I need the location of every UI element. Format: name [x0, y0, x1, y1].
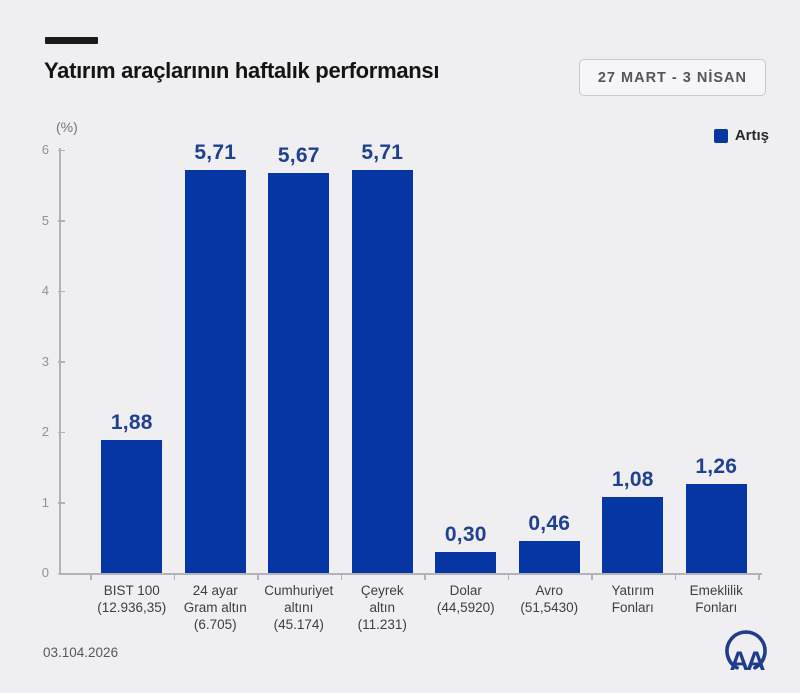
- y-tick-label-6: 6: [41, 142, 49, 157]
- bar-value-dolar: 0,30: [444, 522, 487, 546]
- bar-category-label-emeklilik-fonlari: Emeklilik Fonları: [689, 583, 743, 615]
- bar-value-gram-altin-24-ayar: 5,71: [194, 141, 237, 165]
- bar-value-yatirim-fonlari: 1,08: [611, 467, 654, 491]
- y-tick-label-5: 5: [41, 212, 49, 228]
- bar-category-label-avro: Avro (51,5430): [520, 583, 579, 615]
- y-tick-label-4: 4: [41, 283, 49, 298]
- y-tick-5: [58, 220, 65, 222]
- bar-value-ceyrek-altin: 5,71: [361, 141, 404, 165]
- y-tick-4: [58, 290, 65, 292]
- y-tick-6: [58, 149, 65, 151]
- bar-cumhuriyet-altini: [268, 173, 330, 573]
- publish-date: 03.104.2026: [43, 645, 119, 660]
- bar-value-cumhuriyet-altini: 5,67: [277, 144, 320, 168]
- bar-value-avro: 0,46: [528, 511, 571, 535]
- bar-category-label-bist-100: BIST 100 (12.936,35): [97, 583, 167, 615]
- aa-logo-text: AA: [730, 646, 765, 676]
- x-tick-4: [424, 573, 426, 580]
- aa-agency-logo-icon: AA: [720, 624, 772, 687]
- y-tick-label-1: 1: [41, 494, 49, 510]
- x-tick-0: [90, 573, 92, 580]
- y-tick-1: [58, 502, 65, 504]
- bar-category-label-cumhuriyet-altini: Cumhuriyet altını (45.174): [264, 583, 334, 632]
- x-tick-3: [340, 573, 342, 580]
- x-tick-6: [591, 573, 593, 580]
- y-tick-label-0: 0: [41, 565, 49, 580]
- y-tick-3: [58, 361, 65, 363]
- date-range-badge: 27 MART - 3 NİSAN: [578, 59, 766, 96]
- x-axis-line: [59, 573, 762, 575]
- date-range-label: 27 MART - 3 NİSAN: [597, 69, 747, 86]
- bar-ceyrek-altin: [351, 170, 413, 573]
- bar-category-label-dolar: Dolar (44,5920): [436, 583, 495, 615]
- bar-category-label-gram-altin-24-ayar: 24 ayar Gram altın (6.705): [183, 583, 247, 632]
- y-tick-label-3: 3: [41, 353, 49, 369]
- legend-label-artis: Artış: [734, 127, 769, 144]
- bar-bist-100: [101, 440, 163, 573]
- bar-dolar: [435, 551, 497, 573]
- x-tick-2: [257, 573, 259, 580]
- bar-value-emeklilik-fonlari: 1,26: [695, 455, 738, 479]
- y-tick-label-2: 2: [41, 424, 49, 439]
- legend-swatch-artis: [713, 128, 728, 143]
- title-accent-dash: [45, 37, 98, 44]
- bar-emeklilik-fonlari: [685, 484, 747, 573]
- bar-avro: [518, 540, 580, 573]
- bar-category-label-yatirim-fonlari: Yatırım Fonları: [611, 583, 654, 615]
- x-tick-5: [507, 573, 509, 580]
- bar-category-label-ceyrek-altin: Çeyrek altın (11.231): [357, 583, 407, 632]
- legend: Artış: [713, 127, 769, 144]
- y-tick-0: [58, 572, 65, 574]
- bar-yatirim-fonlari: [602, 496, 664, 573]
- x-tick-1: [173, 573, 175, 580]
- y-axis-unit-label: (%): [56, 119, 78, 135]
- x-tick-7: [674, 573, 676, 580]
- bar-gram-altin-24-ayar: [184, 170, 246, 573]
- bar-value-bist-100: 1,88: [110, 411, 153, 435]
- page-title: Yatırım araçlarının haftalık performansı: [44, 58, 440, 83]
- y-tick-2: [58, 431, 65, 433]
- x-tick-8: [758, 573, 760, 580]
